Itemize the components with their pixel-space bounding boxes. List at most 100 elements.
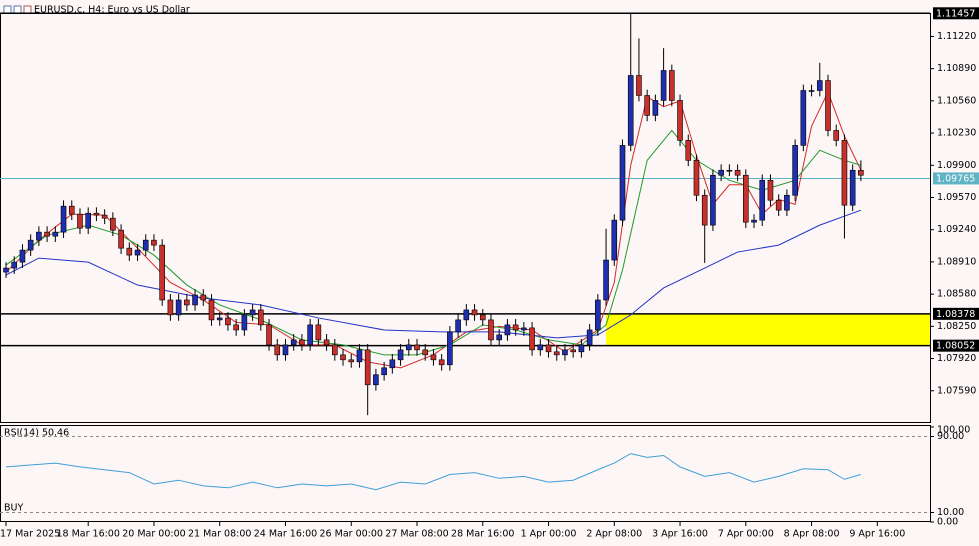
y-tick-label: 1.09240 <box>937 224 976 235</box>
x-tick-label: 28 Mar 16:00 <box>451 529 514 540</box>
candle-body <box>529 327 535 351</box>
signal-label: BUY <box>4 503 23 514</box>
candle-body <box>455 319 461 333</box>
level-label: 1.11457 <box>936 8 975 19</box>
rsi-line <box>5 453 862 491</box>
candle-body <box>693 159 700 196</box>
candle-body <box>175 299 182 316</box>
candle-body <box>397 349 404 361</box>
candle-body <box>677 100 683 141</box>
x-tick-label: 26 Mar 00:00 <box>320 529 383 540</box>
candle-body <box>200 294 207 301</box>
candle-body <box>323 339 330 346</box>
candle-body <box>364 349 371 386</box>
candle-body <box>669 70 675 101</box>
level-tag <box>933 172 979 185</box>
candle-body <box>142 239 149 251</box>
candle-body <box>290 339 297 346</box>
x-tick-label: 1 Apr 00:00 <box>521 529 577 540</box>
candle-body <box>586 329 593 346</box>
candle-body <box>93 212 100 216</box>
level-label: 1.08052 <box>936 341 975 352</box>
candle-body <box>463 309 470 321</box>
candle-body <box>644 95 650 116</box>
x-tick-label: 2 Apr 08:00 <box>586 529 642 540</box>
candle-body <box>299 339 305 346</box>
candle-body <box>315 324 322 341</box>
level-tag <box>933 7 979 20</box>
candle-body <box>151 239 157 246</box>
candle-body <box>241 314 248 331</box>
y-tick-label: 1.07920 <box>937 353 976 364</box>
candle-body <box>110 217 116 231</box>
candle-body <box>784 194 790 211</box>
candle-body <box>192 294 198 306</box>
candle-body <box>52 231 59 237</box>
candle-body <box>19 249 26 263</box>
x-tick-label: 17 Mar 2025 <box>0 529 60 540</box>
candle-body <box>611 219 618 261</box>
candle-body <box>134 249 141 256</box>
x-tick-label: 24 Mar 16:00 <box>254 529 317 540</box>
level-tag <box>933 307 979 320</box>
candle-body <box>537 344 544 351</box>
y-tick-label: 1.10230 <box>937 128 976 139</box>
candle-body <box>266 324 272 346</box>
candle-body <box>356 349 363 363</box>
candle-body <box>249 309 256 316</box>
candle-body <box>471 309 478 316</box>
candle-body <box>216 317 223 321</box>
candle-body <box>167 299 174 316</box>
candle-body <box>496 334 503 341</box>
x-tick-label: 3 Apr 16:00 <box>652 529 708 540</box>
y-tick-label: 1.08910 <box>937 256 976 267</box>
candle-body <box>479 314 486 321</box>
candle-body <box>603 259 609 301</box>
x-tick-label: 20 Mar 00:00 <box>122 529 185 540</box>
rsi-tick-label: 10.00 <box>937 507 964 518</box>
candle-body <box>858 169 864 176</box>
candle-body <box>373 374 379 386</box>
chart-title: EURUSD.c, H4: Euro vs US Dollar <box>34 5 190 16</box>
candle-body <box>775 199 782 211</box>
candle-body <box>841 140 848 206</box>
candle-body <box>685 140 692 161</box>
rsi-tick-label: 90.00 <box>937 431 964 442</box>
candle-body <box>3 267 9 273</box>
y-tick-label: 1.08580 <box>937 289 976 300</box>
candle-body <box>488 319 494 341</box>
candle-body <box>521 327 527 331</box>
candle-body <box>208 299 215 321</box>
candle-body <box>792 145 798 196</box>
candle-body <box>36 231 42 241</box>
candle-body <box>636 75 642 96</box>
candle-body <box>27 239 34 251</box>
candle-body <box>340 354 346 361</box>
candle-body <box>77 213 83 229</box>
candle-body <box>816 80 823 91</box>
candle-body <box>759 180 766 221</box>
candle-body <box>430 354 437 361</box>
candle-body <box>595 299 601 331</box>
candle-body <box>627 75 634 146</box>
x-tick-label: 8 Apr 08:00 <box>784 529 840 540</box>
y-tick-label: 1.09570 <box>937 192 976 203</box>
candle-body <box>512 324 519 331</box>
x-tick-label: 27 Mar 08:00 <box>385 529 448 540</box>
candle-body <box>184 299 190 306</box>
candle-body <box>652 100 659 116</box>
candle-body <box>348 359 355 363</box>
candle-body <box>389 359 396 369</box>
candle-body <box>126 247 133 256</box>
candle-body <box>438 359 445 366</box>
candle-body <box>825 80 831 131</box>
candle-body <box>701 194 708 226</box>
level-label: 1.09765 <box>936 173 975 184</box>
candle-body <box>159 244 165 301</box>
candle-body <box>11 261 18 269</box>
candle-body <box>101 214 108 219</box>
candle-body <box>258 309 264 326</box>
y-tick-label: 1.08250 <box>937 321 976 332</box>
candle-body <box>553 351 560 356</box>
candle-body <box>307 324 313 346</box>
